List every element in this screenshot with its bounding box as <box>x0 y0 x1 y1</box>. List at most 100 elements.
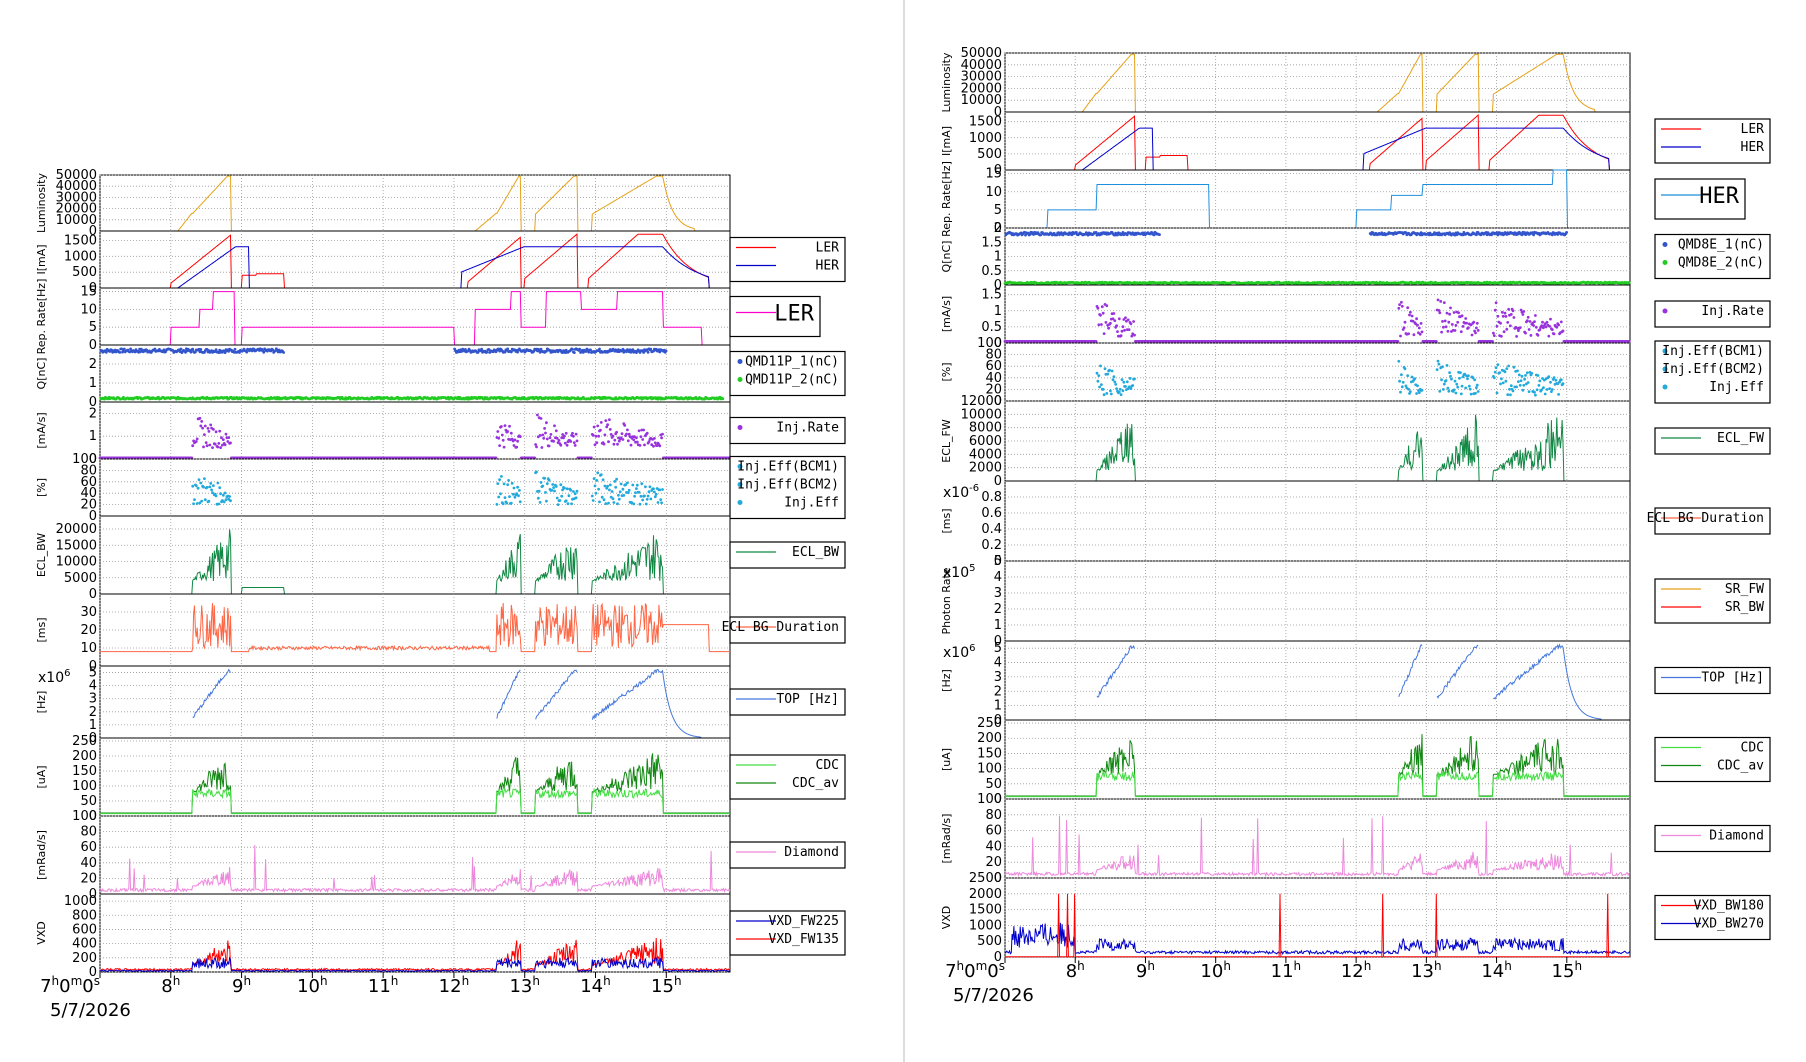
data-point <box>1627 340 1631 343</box>
data-point <box>1545 320 1549 324</box>
data-point <box>1439 300 1443 303</box>
data-point <box>1419 322 1423 325</box>
ytick-label: 2500 <box>969 871 1002 886</box>
data-point <box>1447 320 1451 324</box>
legend-label: CDC_av <box>1717 759 1764 774</box>
ytick-label: 0.6 <box>981 506 1002 521</box>
ytick-label: 2 <box>89 357 97 372</box>
panel-frame <box>1004 111 1631 171</box>
panel-rep: 15 10 5 0 Rep. Rate[Hz] LER <box>35 279 821 354</box>
data-point <box>1475 233 1478 237</box>
data-point <box>1113 319 1117 322</box>
legend-sr: SR_FW SR_BW <box>1654 578 1771 624</box>
data-point <box>1501 314 1505 318</box>
ytick-label: 100 <box>977 792 1002 807</box>
exponent-label: x106 <box>943 643 975 661</box>
legend-label: SR_FW <box>1725 582 1764 597</box>
data-point <box>1500 334 1503 338</box>
ytick-label: 150 <box>977 746 1002 761</box>
legend-marker <box>1662 260 1668 265</box>
data-point <box>1491 340 1494 343</box>
data-point <box>1528 320 1532 323</box>
data-point <box>1115 324 1118 328</box>
data-point <box>162 348 166 352</box>
data-point <box>1475 386 1478 389</box>
ytick-label: 500 <box>977 934 1002 949</box>
xtick-unit: h <box>1574 959 1582 973</box>
data-point <box>191 347 195 351</box>
data-point <box>1124 385 1127 388</box>
xtick-unit: h <box>1504 959 1512 973</box>
ytick-label: 0 <box>89 281 97 296</box>
ytick-label: 5 <box>994 203 1002 218</box>
data-point <box>1119 393 1123 396</box>
ytick-label: 2 <box>994 684 1002 699</box>
legend-label: VXD_BW180 <box>1694 899 1764 914</box>
data-point <box>1542 386 1545 390</box>
ytick-label: 30000 <box>56 190 97 205</box>
data-point <box>1116 330 1119 333</box>
data-point <box>1103 367 1107 370</box>
data-point <box>1099 313 1102 317</box>
data-point <box>1449 374 1452 378</box>
legend-rep: LER <box>729 295 821 338</box>
data-point <box>1132 320 1135 323</box>
legend-label: Inj.Eff <box>1709 380 1764 395</box>
data-point <box>1526 381 1530 384</box>
data-point <box>1459 392 1463 396</box>
data-point <box>1455 382 1459 386</box>
data-point <box>1545 388 1549 391</box>
ytick-label: 5 <box>994 554 1002 569</box>
data-point <box>1115 387 1118 390</box>
data-point <box>1112 375 1116 379</box>
data-point <box>1095 371 1099 375</box>
data-point <box>1550 328 1554 331</box>
data-point <box>120 347 123 351</box>
data-point <box>1117 390 1121 394</box>
data-point <box>1118 387 1122 391</box>
series-line <box>100 291 730 346</box>
data-point <box>1460 384 1464 388</box>
data-point <box>649 347 653 351</box>
data-point <box>1416 323 1419 327</box>
ytick-label: 20000 <box>56 202 97 217</box>
data-point <box>1473 378 1476 382</box>
data-point <box>1500 377 1503 381</box>
ytick-label: 0.5 <box>981 264 1002 279</box>
ytick-label: 0.8 <box>981 490 1002 505</box>
data-point <box>1403 320 1407 324</box>
data-point <box>1126 318 1130 322</box>
data-point <box>1445 364 1449 367</box>
data-point <box>1448 312 1451 316</box>
data-point <box>464 348 467 351</box>
data-point <box>1131 384 1135 387</box>
data-point <box>1133 377 1136 381</box>
legend-cur: LER HER <box>729 236 846 283</box>
data-point <box>1420 330 1424 334</box>
data-point <box>598 347 601 351</box>
data-point <box>1447 389 1451 393</box>
data-point <box>1406 306 1410 310</box>
date-label: 5/7/2026 <box>953 985 1034 1006</box>
panel-ir: 1.510.50[mA/s] Inj.Rate <box>940 284 1771 351</box>
data-point <box>1120 378 1124 381</box>
data-point <box>664 349 668 353</box>
ytick-label: 0 <box>89 395 97 410</box>
data-point <box>1442 325 1445 329</box>
ytick-label: 0.2 <box>981 538 1002 553</box>
data-point <box>1106 372 1110 376</box>
data-point <box>1552 332 1556 336</box>
data-point <box>1452 388 1456 392</box>
data-point <box>1443 319 1447 323</box>
data-point <box>1458 376 1461 380</box>
dashboard-left: 50000400003000020000100000Luminosity1500… <box>35 168 846 1021</box>
data-point <box>1400 300 1403 304</box>
legend-top: TOP [Hz] <box>1654 666 1771 695</box>
legend-cur: LER HER <box>1654 118 1771 164</box>
data-point <box>1094 340 1098 343</box>
ytick-label: 10 <box>985 185 1002 200</box>
ytick-label: 1500 <box>969 903 1002 918</box>
